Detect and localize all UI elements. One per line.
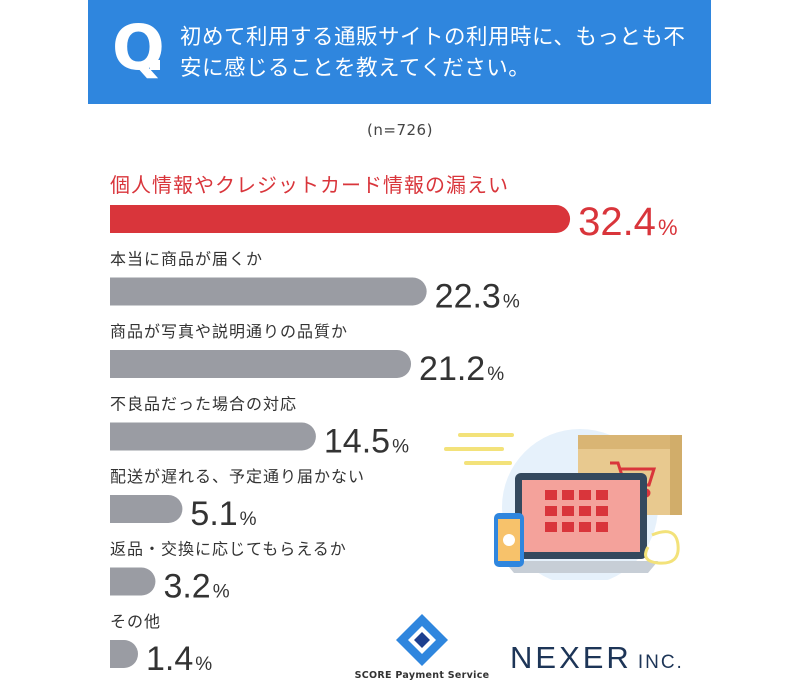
- question-mark-dot: [150, 60, 160, 70]
- value-label: 1.4%: [146, 640, 212, 678]
- nexer-logo-suffix: INC.: [637, 652, 684, 673]
- shopping-illustration: [444, 429, 682, 580]
- value-label: 22.3%: [435, 278, 520, 316]
- category-label: 個人情報やクレジットカード情報の漏えい: [110, 173, 509, 197]
- value-label: 3.2%: [163, 568, 229, 606]
- category-label: 商品が写真や説明通りの品質か: [110, 322, 348, 341]
- nexer-logo: NEXER INC.: [510, 640, 684, 676]
- question-mark: Q: [112, 11, 165, 84]
- bar: [110, 350, 412, 378]
- bar: [110, 205, 571, 233]
- bar: [110, 495, 183, 523]
- value-label: 21.2%: [419, 350, 504, 388]
- bar: [110, 567, 156, 596]
- value-label: 14.5%: [324, 423, 409, 461]
- category-label: 配送が遅れる、予定通り届かない: [110, 467, 365, 486]
- question-banner: [88, 0, 711, 104]
- value-label: 32.4%: [578, 200, 677, 244]
- value-label: 5.1%: [190, 495, 256, 533]
- category-label: その他: [110, 612, 161, 631]
- sample-size: (n=726): [367, 121, 433, 139]
- bar: [110, 422, 316, 451]
- category-label: 本当に商品が届くか: [110, 250, 263, 269]
- score-logo-icon: [396, 614, 448, 666]
- score-logo-label: SCORE Payment Service: [354, 670, 490, 681]
- bar: [110, 277, 427, 306]
- category-label: 返品・交換に応じてもらえるか: [110, 540, 347, 559]
- bar: [110, 640, 138, 668]
- nexer-logo-name: NEXER: [510, 640, 632, 675]
- question-text: 初めて利用する通販サイトの利用時に、もっとも不安に感じることを教えてください。: [180, 25, 686, 81]
- category-label: 不良品だった場合の対応: [110, 395, 297, 414]
